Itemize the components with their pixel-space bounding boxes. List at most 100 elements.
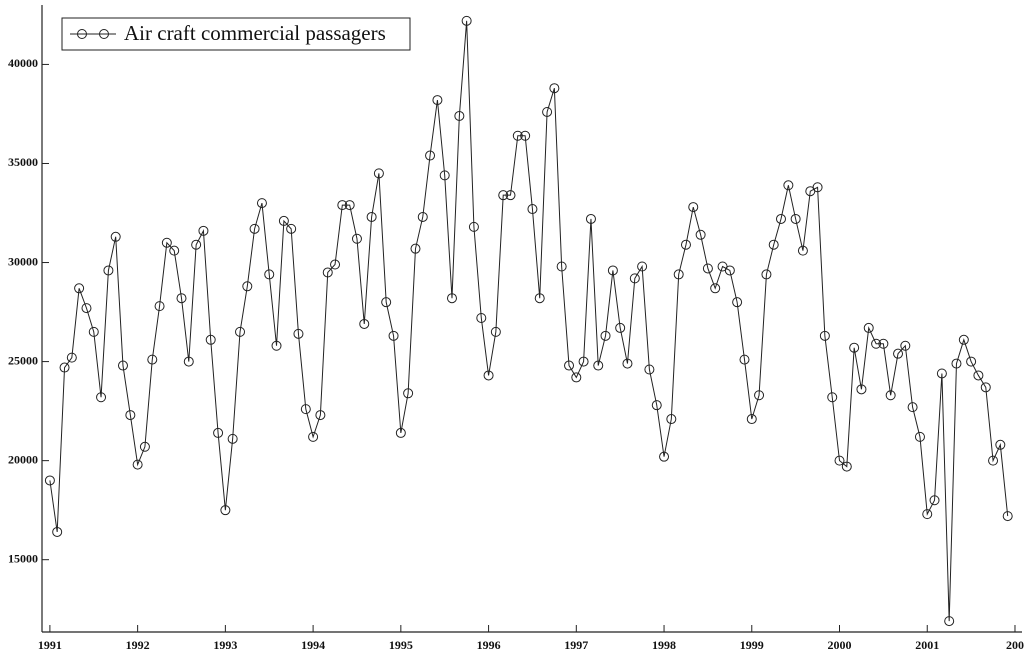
data-point (439, 170, 450, 181)
data-point (337, 200, 348, 211)
data-point (659, 451, 670, 462)
data-point (235, 326, 246, 337)
data-point (980, 382, 991, 393)
data-point (878, 338, 889, 349)
data-point (995, 439, 1006, 450)
x-tick-label: 2001 (915, 638, 939, 652)
data-point (1002, 511, 1013, 522)
data-point (812, 182, 823, 193)
data-point (680, 239, 691, 250)
data-point (571, 372, 582, 383)
data-point (373, 168, 384, 179)
data-point (732, 297, 743, 308)
data-point (739, 354, 750, 365)
data-point (351, 233, 362, 244)
data-point (308, 431, 319, 442)
data-point (585, 213, 596, 224)
data-point (944, 616, 955, 627)
data-point (395, 427, 406, 438)
legend-label: Air craft commercial passagers (124, 21, 386, 45)
data-point (629, 273, 640, 284)
data-point (695, 229, 706, 240)
data-point (505, 190, 516, 201)
data-point (454, 110, 465, 121)
data-point (446, 293, 457, 304)
x-tick-label: 1996 (477, 638, 501, 652)
x-tick-label: 1993 (213, 638, 237, 652)
x-tick-label: 1994 (301, 638, 325, 652)
data-point (117, 360, 128, 371)
data-point (483, 370, 494, 381)
data-point (154, 301, 165, 312)
data-point (783, 180, 794, 191)
data-point (139, 441, 150, 452)
data-point (220, 505, 231, 516)
data-point (797, 245, 808, 256)
y-tick-label: 25000 (8, 353, 38, 367)
data-point (300, 404, 311, 415)
legend: Air craft commercial passagers (61, 17, 411, 51)
data-point (88, 326, 99, 337)
data-point (827, 392, 838, 403)
data-point (278, 215, 289, 226)
data-point (520, 130, 531, 141)
data-point (125, 410, 136, 421)
data-point (213, 427, 224, 438)
data-point (330, 259, 341, 270)
data-point (96, 392, 107, 403)
data-point (161, 237, 172, 248)
data-point (600, 330, 611, 341)
data-point (768, 239, 779, 250)
data-point (863, 322, 874, 333)
x-tick-label: 2000 (828, 638, 852, 652)
data-point (761, 269, 772, 280)
data-point (147, 354, 158, 365)
data-point (183, 356, 194, 367)
data-point (74, 283, 85, 294)
data-point (790, 213, 801, 224)
data-point (841, 461, 852, 472)
x-tick-label: 1991 (38, 638, 62, 652)
data-point (666, 414, 677, 425)
data-point (951, 358, 962, 369)
x-tick-label: 1992 (126, 638, 150, 652)
data-point (893, 348, 904, 359)
data-point (754, 390, 765, 401)
data-point (249, 223, 260, 234)
data-point (542, 106, 553, 117)
data-point (593, 360, 604, 371)
data-point (198, 225, 209, 236)
data-point (549, 83, 560, 94)
data-point (132, 459, 143, 470)
data-point (607, 265, 618, 276)
series-line (49, 20, 1009, 622)
data-point (710, 283, 721, 294)
data-point (564, 360, 575, 371)
data-point (425, 150, 436, 161)
data-point (264, 269, 275, 280)
y-tick-label: 20000 (8, 452, 38, 466)
data-point (81, 303, 92, 314)
data-point (322, 267, 333, 278)
data-point (176, 293, 187, 304)
y-tick-label: 15000 (8, 551, 38, 565)
y-tick-label: 40000 (8, 56, 38, 70)
data-point (973, 370, 984, 381)
data-point (417, 211, 428, 222)
legend-marker (99, 29, 109, 39)
data-point (988, 455, 999, 466)
x-tick-label: 200 (1006, 638, 1024, 652)
data-point (702, 263, 713, 274)
data-point (44, 475, 55, 486)
data-point (476, 313, 487, 324)
data-point (410, 243, 421, 254)
data-point (512, 130, 523, 141)
data-point (490, 326, 501, 337)
data-point (315, 410, 326, 421)
data-point (271, 340, 282, 351)
data-point (615, 322, 626, 333)
data-point (103, 265, 114, 276)
data-point (900, 340, 911, 351)
